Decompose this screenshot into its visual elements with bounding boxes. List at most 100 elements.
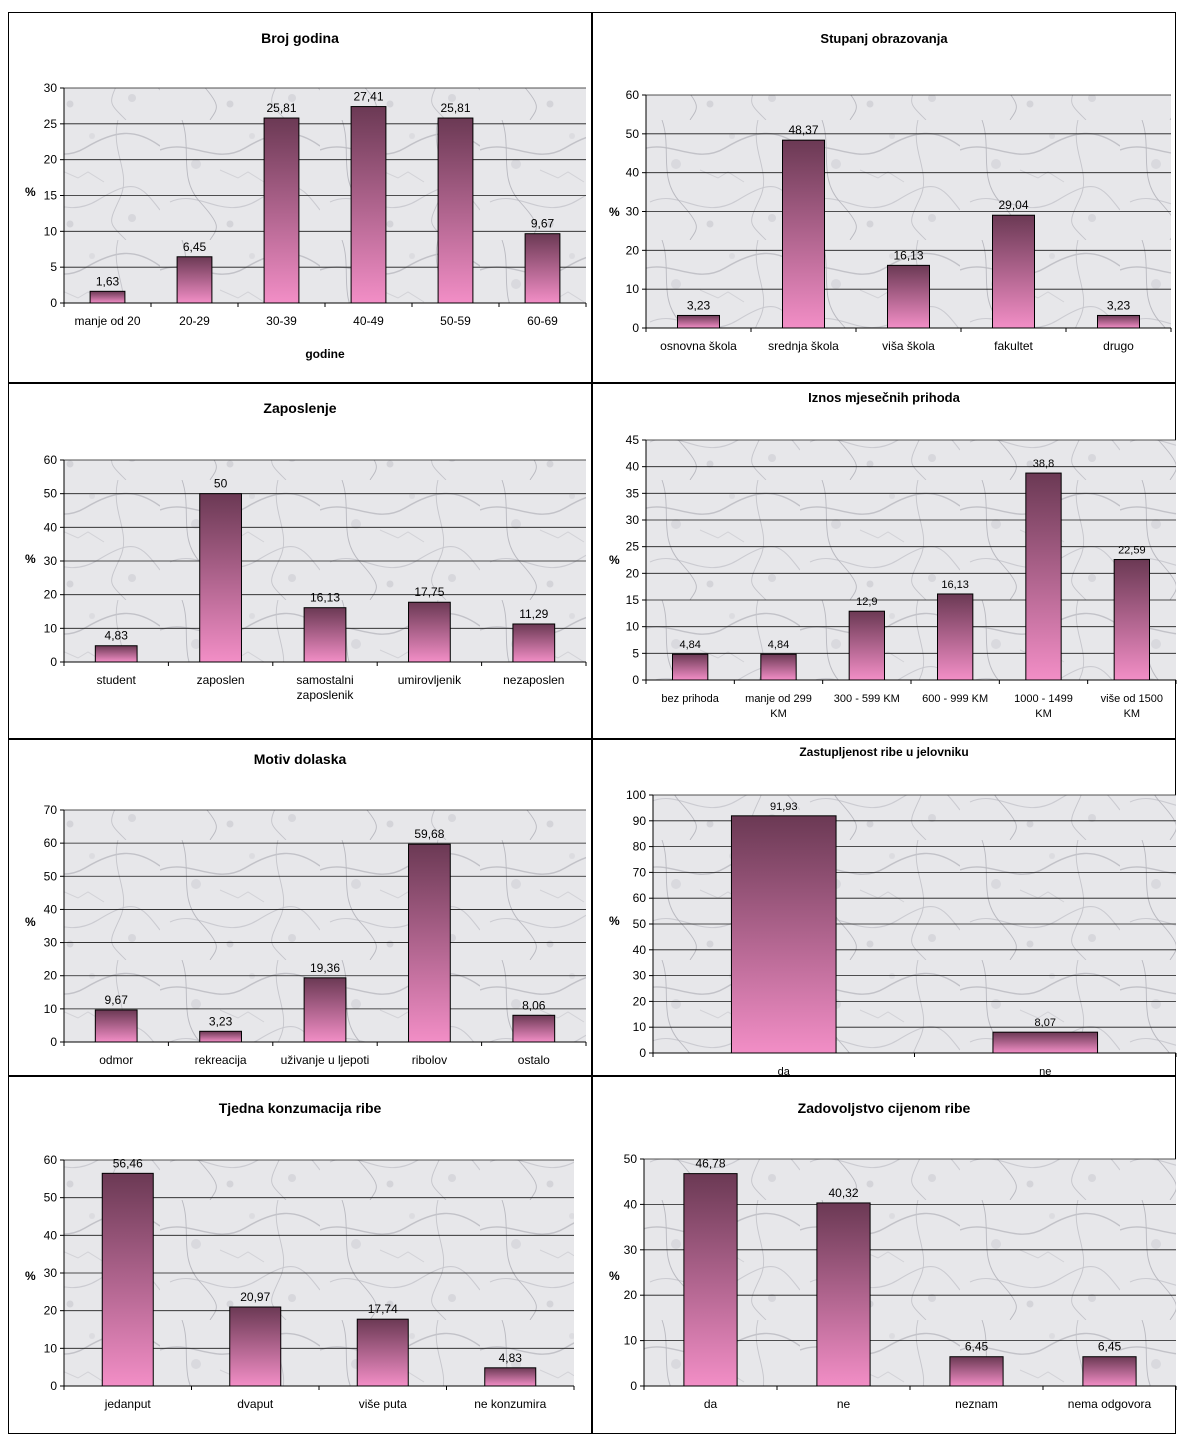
- data-label: 4,84: [679, 639, 700, 651]
- data-label: 6,45: [183, 240, 207, 254]
- chart-panel: Iznos mjesečnih prihoda 0 5 10 15 20 25 30 35 40 4…: [592, 383, 1177, 739]
- chart-panel: Tjedna konzumacija ribe 0 10 20 30 40 50 60 56,4…: [8, 1076, 592, 1434]
- y-tick-label: 30: [626, 513, 640, 527]
- y-tick-label: 40: [44, 520, 58, 534]
- bar: [94, 1009, 138, 1043]
- y-tick-label: 0: [630, 1379, 637, 1393]
- y-tick-label: 25: [626, 540, 640, 554]
- y-tick-label: 10: [633, 1020, 647, 1034]
- data-label: 46,78: [695, 1157, 725, 1171]
- data-label: 17,74: [368, 1302, 398, 1316]
- data-label: 8,06: [522, 998, 546, 1012]
- category-label: zaposlen: [197, 673, 245, 687]
- data-label: 48,37: [788, 123, 818, 137]
- data-label: 3,23: [687, 298, 711, 312]
- y-axis-label: %: [25, 915, 36, 929]
- y-tick-label: 10: [626, 620, 640, 634]
- bar: [437, 117, 474, 304]
- y-tick-label: 0: [639, 1046, 646, 1060]
- y-tick-label: 30: [44, 554, 58, 568]
- y-tick-label: 50: [44, 487, 58, 501]
- bar: [512, 1014, 556, 1043]
- y-axis-label: %: [609, 205, 620, 219]
- data-label: 27,41: [353, 90, 383, 104]
- y-tick-label: 90: [633, 814, 647, 828]
- bar: [887, 264, 930, 329]
- category-label: manje od 299: [745, 693, 812, 705]
- y-axis-label: %: [609, 914, 620, 928]
- category-label: 60-69: [527, 314, 558, 328]
- data-label: 50: [214, 477, 228, 491]
- data-label: 6,45: [965, 1340, 989, 1354]
- chart-panel: Zaposlenje 0 10 20 30 40 50 60 4,83 student 50 zapo…: [8, 383, 592, 739]
- category-label: samostalni: [296, 673, 353, 687]
- category-label: srednja škola: [768, 339, 839, 353]
- y-tick-label: 50: [624, 1152, 638, 1166]
- y-tick-label: 20: [44, 1304, 58, 1318]
- bar: [937, 593, 974, 681]
- bar: [408, 843, 451, 1043]
- data-label: 4,83: [105, 629, 129, 643]
- bar: [1113, 559, 1150, 681]
- bar: [356, 1318, 409, 1387]
- y-tick-label: 30: [44, 1266, 58, 1280]
- category-label: neznam: [955, 1397, 998, 1411]
- data-label: 56,46: [113, 1156, 143, 1170]
- y-tick-label: 35: [626, 486, 640, 500]
- chart-title: Zastupljenost ribe u jelovniku: [799, 745, 968, 759]
- y-tick-label: 15: [626, 593, 640, 607]
- category-label: KM: [1124, 708, 1141, 720]
- y-tick-label: 20: [624, 1288, 638, 1302]
- category-label: uživanje u ljepoti: [281, 1053, 370, 1067]
- bar: [199, 493, 242, 663]
- y-tick-label: 30: [626, 205, 640, 219]
- data-label: 3,23: [1107, 298, 1131, 312]
- y-axis-label: %: [25, 185, 36, 199]
- y-tick-label: 25: [44, 117, 58, 131]
- category-label: viša škola: [882, 339, 935, 353]
- y-tick-label: 30: [633, 969, 647, 983]
- data-label: 11,29: [519, 607, 548, 621]
- bar: [101, 1172, 154, 1387]
- bar: [730, 815, 837, 1054]
- bar: [683, 1173, 738, 1387]
- y-tick-label: 20: [44, 153, 58, 167]
- data-label: 38,8: [1033, 458, 1054, 470]
- data-label: 12,9: [856, 596, 877, 608]
- y-tick-label: 45: [626, 433, 640, 447]
- data-label: 25,81: [440, 101, 470, 115]
- y-tick-label: 10: [44, 621, 58, 635]
- data-label: 6,45: [1098, 1340, 1122, 1354]
- bar: [1025, 472, 1062, 681]
- chart-title: Motiv dolaska: [254, 751, 347, 767]
- y-tick-label: 40: [624, 1197, 638, 1211]
- y-tick-label: 60: [44, 453, 58, 467]
- bar: [677, 314, 720, 329]
- data-label: 4,84: [768, 639, 789, 651]
- chart-title: Zadovoljstvo cijenom ribe: [798, 1100, 971, 1116]
- category-label: student: [97, 673, 137, 687]
- category-label: umirovljenik: [398, 673, 462, 687]
- data-label: 16,13: [310, 591, 340, 605]
- bar: [199, 1030, 242, 1043]
- chart-panel: Broj godina 0 5 10 15 20 25 30 1,63 manje od 20 6,…: [8, 12, 592, 383]
- y-tick-label: 60: [44, 836, 58, 850]
- data-label: 4,83: [499, 1351, 523, 1365]
- y-tick-label: 30: [44, 936, 58, 950]
- y-tick-label: 0: [50, 655, 57, 669]
- y-axis-label: %: [609, 1269, 620, 1283]
- y-tick-label: 5: [50, 260, 57, 274]
- y-tick-label: 0: [50, 1379, 57, 1393]
- y-tick-label: 40: [44, 902, 58, 916]
- category-label: 30-39: [266, 314, 297, 328]
- category-label: drugo: [1103, 339, 1134, 353]
- chart-title: Broj godina: [261, 30, 339, 46]
- chart-title: Tjedna konzumacija ribe: [219, 1100, 382, 1116]
- y-tick-label: 50: [626, 127, 640, 141]
- category-label: zaposlenik: [297, 688, 355, 702]
- y-tick-label: 10: [626, 282, 640, 296]
- category-label: nema odgovora: [1068, 1397, 1152, 1411]
- bar: [760, 653, 797, 681]
- category-label: više od 1500: [1101, 693, 1163, 705]
